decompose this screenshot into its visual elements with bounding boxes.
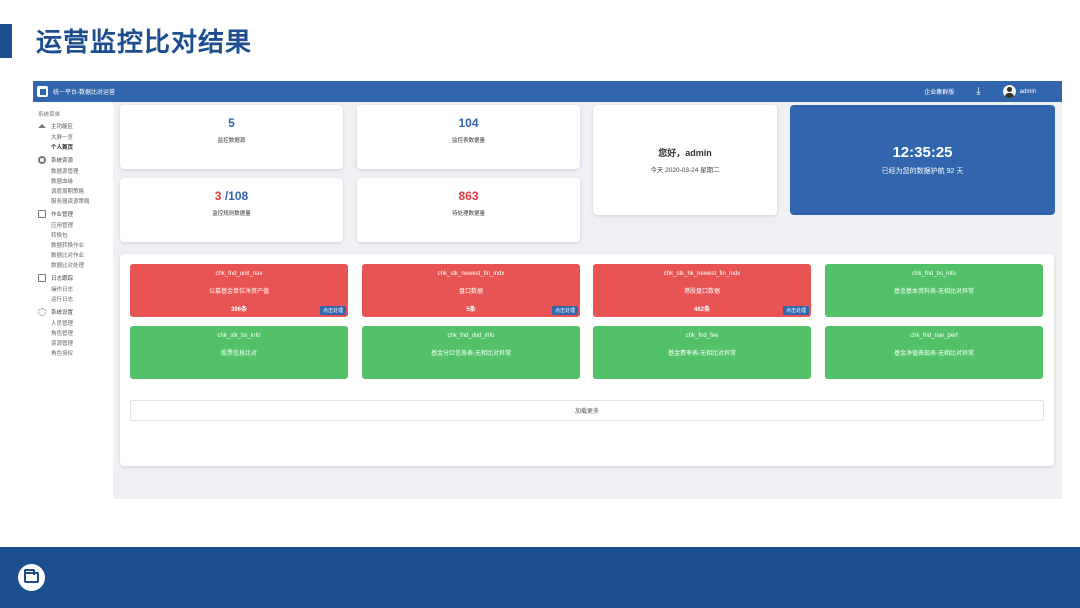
greeting-date: 今天 2020-03-24 星期二 [650, 167, 720, 174]
load-more-button[interactable]: 加载更多 [130, 400, 1044, 421]
username: admin [1019, 88, 1036, 95]
check-desc: 基金净值表现表-无相比对异常 [894, 351, 974, 357]
sidebar-item-dashboard[interactable]: 大屏一览 [51, 135, 74, 141]
sidebar-group-settings[interactable]: 系统设置 [33, 305, 113, 319]
sidebar-item-roles[interactable]: 角色管理 [51, 331, 74, 337]
check-card[interactable]: chk_fnd_nav_perf 基金净值表现表-无相比对异常 [825, 326, 1043, 379]
stat-value: 104 [458, 116, 479, 130]
main-content: 5 监控数据源 104 监控表数据量 3 /108 监控规则数据量 863 待处… [113, 102, 1062, 499]
gear-icon [38, 156, 46, 164]
sidebar-item-compare-job[interactable]: 数据比对作业 [51, 253, 85, 259]
check-desc: 公募基金单位净资产值 [208, 289, 269, 295]
check-count: 462条 [693, 307, 710, 313]
document-icon [38, 210, 46, 218]
check-code: chk_fnd_bs_info [912, 271, 956, 277]
stat-value: 3 /108 [215, 189, 248, 203]
rules-failed-count: 3 [214, 189, 222, 203]
slide-footer [0, 547, 1080, 608]
check-desc: 基金分红信息表-无相比对异常 [431, 351, 511, 357]
cluster-edition-label[interactable]: 企业集群版 [924, 90, 955, 96]
title-accent-bar [0, 24, 12, 58]
sidebar-item-schedule[interactable]: 调度周期策略 [51, 189, 85, 195]
sidebar-group-resources[interactable]: 系统资源 [33, 153, 113, 167]
sidebar-item-lineage[interactable]: 数据血缘 [51, 179, 74, 185]
check-code: chk_fnd_fee [685, 333, 719, 339]
download-icon[interactable]: ⤓ [976, 86, 981, 97]
check-card[interactable]: chk_fnd_bs_info 基金基本资料表-无相比对异常 [825, 264, 1043, 317]
check-card[interactable]: chk_stk_hk_newest_fin_indx 港股盘口数据 462条 点… [593, 264, 811, 317]
stat-label: 监控数据源 [217, 138, 246, 144]
check-desc: 基金基本资料表-无相比对异常 [894, 289, 974, 295]
sidebar-item-compare-handle[interactable]: 数据比对处理 [51, 263, 85, 269]
check-results-panel: chk_fnd_unit_nav 公募基金单位净资产值 396条 点击处理 ch… [120, 254, 1054, 466]
sidebar-item-package[interactable]: 转换包 [51, 233, 68, 239]
check-code: chk_fnd_unit_nav [215, 271, 263, 277]
sidebar-item-datasource[interactable]: 数据源管理 [51, 169, 79, 175]
sidebar-item-grants[interactable]: 角色授权 [51, 351, 74, 357]
check-count: 5条 [466, 307, 476, 313]
avatar [1002, 85, 1016, 98]
sidebar-item-oplog[interactable]: 操作日志 [51, 287, 74, 293]
sidebar-item-resources[interactable]: 资源管理 [51, 341, 74, 347]
stat-card-pending[interactable]: 863 待处理数据量 [357, 178, 580, 242]
sidebar-item-runlog[interactable]: 运行日志 [51, 297, 74, 303]
sidebar-item-home[interactable]: 个人首页 [51, 145, 74, 151]
stat-card-rules[interactable]: 3 /108 监控规则数据量 [120, 178, 343, 242]
clock-card: 12:35:25 已经为您的数据护航 92 天 [790, 105, 1055, 215]
check-card[interactable]: chk_fnd_dvd_info 基金分红信息表-无相比对异常 [362, 326, 580, 379]
message-icon [38, 274, 46, 282]
app-screenshot: 统一平台-数据比对运营 企业集群版 ⤓ admin 系统菜单 主功能区 大屏一览… [33, 81, 1062, 499]
app-logo-icon [37, 86, 48, 97]
check-card[interactable]: chk_stk_newest_fin_indx 盘口数据 5条 点击处理 [362, 264, 580, 317]
check-count: 396条 [230, 307, 247, 313]
settings-icon [38, 308, 46, 316]
stat-value: 863 [458, 189, 479, 203]
stat-label: 监控表数据量 [451, 138, 485, 144]
check-desc: 股票信息比对 [220, 351, 257, 357]
guard-days-text: 已经为您的数据护航 92 天 [881, 168, 964, 175]
check-code: chk_stk_newest_fin_indx [437, 271, 505, 277]
check-code: chk_stk_bs_info [217, 333, 261, 339]
greeting-card: 您好，admin 今天 2020-03-24 星期二 [593, 105, 777, 215]
handle-button[interactable]: 点击处理 [319, 306, 346, 315]
sidebar-group-jobs[interactable]: 作业管理 [33, 207, 113, 221]
check-code: chk_stk_hk_newest_fin_indx [663, 271, 741, 277]
clock-time: 12:35:25 [892, 144, 953, 161]
sidebar-group-main[interactable]: 主功能区 [33, 119, 113, 133]
check-card[interactable]: chk_fnd_unit_nav 公募基金单位净资产值 396条 点击处理 [130, 264, 348, 317]
sidebar-group-logs[interactable]: 日志跟踪 [33, 271, 113, 285]
check-desc: 盘口数据 [458, 289, 483, 295]
stat-label: 监控规则数据量 [212, 211, 251, 217]
stat-label: 待处理数据量 [451, 211, 485, 217]
app-topbar: 统一平台-数据比对运营 企业集群版 ⤓ admin [33, 81, 1062, 102]
slide-title: 运营监控比对结果 [36, 27, 253, 57]
sidebar: 系统菜单 主功能区 大屏一览 个人首页 系统资源 数据源管理 数据血缘 调度周期… [33, 102, 113, 499]
sidebar-item-server[interactable]: 服务器资源策略 [51, 199, 90, 205]
folder-icon [18, 564, 45, 591]
check-card[interactable]: chk_fnd_fee 基金费率表-无相比对异常 [593, 326, 811, 379]
check-desc: 港股盘口数据 [683, 289, 720, 295]
home-icon [38, 124, 46, 128]
user-menu[interactable]: admin [1002, 85, 1036, 98]
check-desc: 基金费率表-无相比对异常 [668, 351, 736, 357]
app-title: 统一平台-数据比对运营 [53, 90, 115, 96]
handle-button[interactable]: 点击处理 [782, 306, 809, 315]
check-code: chk_fnd_dvd_info [447, 333, 495, 339]
handle-button[interactable]: 点击处理 [551, 306, 578, 315]
stat-card-tables[interactable]: 104 监控表数据量 [357, 105, 580, 169]
greeting-text: 您好，admin [658, 148, 712, 158]
sidebar-item-apps[interactable]: 应用管理 [51, 223, 74, 229]
sidebar-item-users[interactable]: 人员管理 [51, 321, 74, 327]
rules-total-count: /108 [221, 189, 249, 203]
sidebar-heading: 系统菜单 [38, 112, 61, 118]
stat-card-datasources[interactable]: 5 监控数据源 [120, 105, 343, 169]
check-card[interactable]: chk_stk_bs_info 股票信息比对 [130, 326, 348, 379]
stat-value: 5 [228, 116, 235, 130]
sidebar-item-transform[interactable]: 数据转换作业 [51, 243, 85, 249]
check-code: chk_fnd_nav_perf [910, 333, 958, 339]
